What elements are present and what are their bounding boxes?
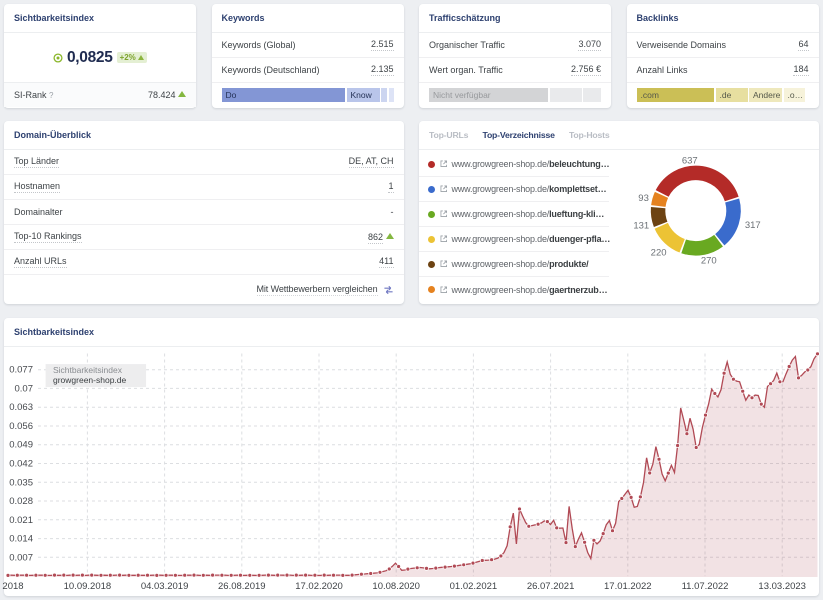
svg-text:0.007: 0.007: [9, 552, 33, 563]
svg-text:2018: 2018: [2, 581, 23, 592]
svg-text:0.063: 0.063: [9, 402, 33, 413]
svg-text:Sichtbarkeitsindex: Sichtbarkeitsindex: [53, 365, 123, 375]
svg-text:0.049: 0.049: [9, 439, 33, 450]
svg-text:93: 93: [638, 193, 649, 204]
svg-text:17.02.2020: 17.02.2020: [295, 581, 343, 592]
svg-text:220: 220: [651, 248, 667, 259]
svg-text:13.03.2023: 13.03.2023: [758, 581, 806, 592]
svg-text:01.02.2021: 01.02.2021: [450, 581, 498, 592]
svg-text:growgreen-shop.de: growgreen-shop.de: [53, 375, 127, 385]
svg-text:0.07: 0.07: [15, 383, 34, 394]
svg-text:26.07.2021: 26.07.2021: [527, 581, 575, 592]
svg-text:0.042: 0.042: [9, 458, 33, 469]
svg-text:637: 637: [682, 156, 698, 167]
svg-text:0.056: 0.056: [9, 421, 33, 432]
svg-text:131: 131: [633, 221, 649, 232]
svg-text:04.03.2019: 04.03.2019: [141, 581, 189, 592]
svg-text:317: 317: [745, 220, 761, 231]
svg-text:11.07.2022: 11.07.2022: [682, 581, 729, 592]
svg-text:17.01.2022: 17.01.2022: [604, 581, 652, 592]
svg-text:0.014: 0.014: [9, 533, 33, 544]
svg-text:0.021: 0.021: [9, 514, 33, 525]
svg-text:10.09.2018: 10.09.2018: [64, 581, 112, 592]
svg-text:10.08.2020: 10.08.2020: [372, 581, 420, 592]
svg-text:0.028: 0.028: [9, 496, 33, 507]
svg-text:0.035: 0.035: [9, 477, 33, 488]
svg-text:26.08.2019: 26.08.2019: [218, 581, 266, 592]
svg-text:0.077: 0.077: [9, 364, 33, 375]
svg-text:270: 270: [701, 256, 717, 267]
